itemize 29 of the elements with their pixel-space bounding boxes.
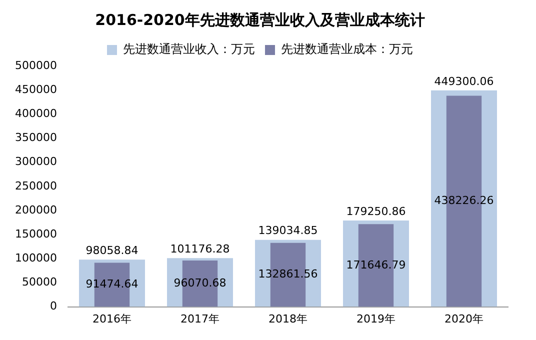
data-label: 96070.68: [174, 276, 226, 290]
chart-title: 2016-2020年先进数通营业收入及营业成本统计: [95, 10, 425, 29]
y-tick-label: 50000: [22, 276, 57, 289]
legend-label: 先进数通营业成本：万元: [281, 42, 413, 56]
y-tick-label: 450000: [14, 82, 57, 96]
data-label: 139034.85: [258, 224, 318, 238]
x-tick-label: 2018年: [268, 312, 308, 326]
data-label: 91474.64: [86, 278, 138, 291]
data-label: 171646.79: [346, 258, 406, 272]
y-tick-label: 300000: [14, 155, 57, 168]
y-tick-label: 150000: [14, 227, 57, 240]
data-label: 132861.56: [258, 268, 318, 281]
y-tick-label: 400000: [14, 107, 57, 120]
data-label: 179250.86: [346, 204, 406, 218]
x-tick-label: 2016年: [92, 312, 132, 326]
x-tick-label: 2020年: [444, 312, 484, 326]
data-label: 449300.06: [434, 74, 494, 88]
x-tick-label: 2017年: [180, 312, 220, 326]
y-tick-label: 350000: [14, 131, 57, 144]
data-label: 98058.84: [86, 244, 138, 257]
y-tick-label: 100000: [14, 252, 57, 264]
data-label: 101176.28: [170, 242, 230, 256]
data-label: 438226.26: [434, 194, 494, 208]
y-tick-label: 500000: [14, 58, 57, 72]
x-tick-label: 2019年: [356, 312, 396, 326]
y-tick-label: 0: [50, 300, 57, 313]
y-tick-label: 200000: [14, 203, 57, 216]
legend-label: 先进数通营业收入：万元: [123, 42, 255, 56]
y-tick-label: 250000: [14, 179, 57, 192]
